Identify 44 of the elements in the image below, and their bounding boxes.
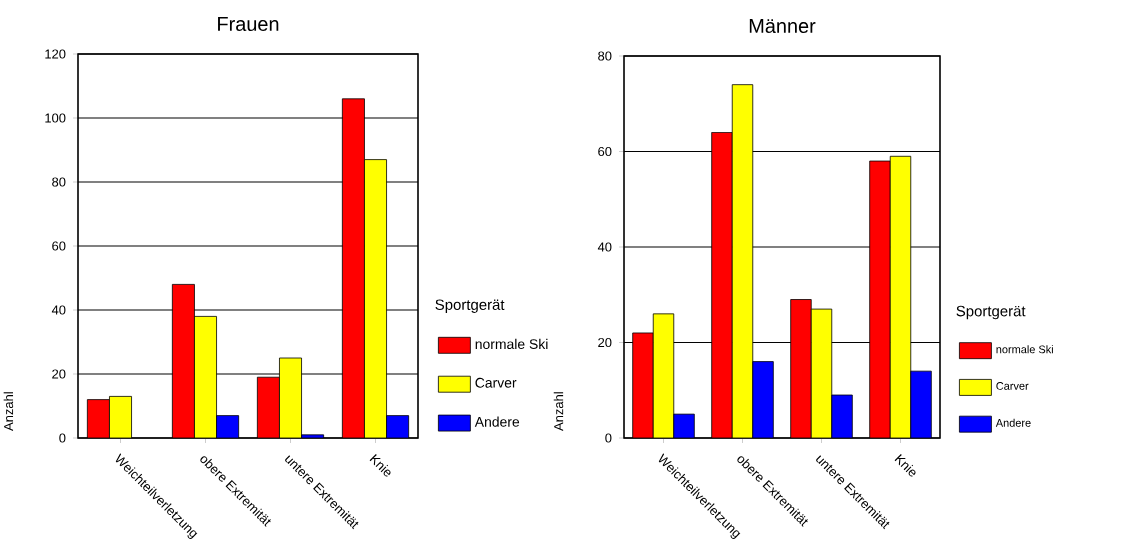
y-tick-label: 80 xyxy=(52,177,66,187)
legend-title: Sportgerät xyxy=(956,305,1026,320)
bar xyxy=(632,332,654,438)
y-axis-title: Anzahl xyxy=(3,392,14,431)
y-tick-label: 0 xyxy=(605,433,612,443)
legend-label: Carver xyxy=(475,377,517,388)
bar xyxy=(86,399,110,438)
bar xyxy=(109,396,132,438)
legend-label: normale Ski xyxy=(475,338,548,350)
y-tick-label: 20 xyxy=(598,337,612,348)
chart-title: Frauen xyxy=(218,17,279,31)
y-tick-label: 60 xyxy=(52,241,66,251)
legend-title: Sportgerät xyxy=(435,299,505,313)
legend-label: Andere xyxy=(995,418,1031,427)
chart-title: Männer xyxy=(749,19,816,33)
y-tick-label: 80 xyxy=(598,51,612,61)
legend-label: normale Ski xyxy=(996,345,1053,354)
bar xyxy=(341,98,365,438)
bar xyxy=(752,361,774,438)
bar xyxy=(711,132,733,438)
legend-label: Andere xyxy=(474,416,520,427)
bar xyxy=(194,316,217,438)
bar xyxy=(869,160,891,438)
bar xyxy=(790,299,812,438)
bar xyxy=(910,370,932,438)
bar xyxy=(889,155,912,438)
bar xyxy=(673,413,695,438)
bar xyxy=(731,84,754,438)
y-axis-title: Anzahl xyxy=(553,392,564,431)
bar xyxy=(652,313,675,438)
y-tick-label: 20 xyxy=(52,369,66,379)
bar xyxy=(364,159,387,438)
y-tick-label: 40 xyxy=(597,242,612,252)
bar xyxy=(831,394,853,438)
bar xyxy=(279,357,302,438)
y-tick-label: 0 xyxy=(59,433,66,443)
bar xyxy=(810,308,833,438)
y-tick-label: 60 xyxy=(598,146,612,157)
bar xyxy=(256,376,280,438)
y-tick-label: 40 xyxy=(51,305,66,315)
y-tick-label: 120 xyxy=(45,49,66,59)
y-tick-label: 100 xyxy=(45,113,66,123)
legend-label: Carver xyxy=(996,382,1029,390)
bar xyxy=(171,284,195,438)
